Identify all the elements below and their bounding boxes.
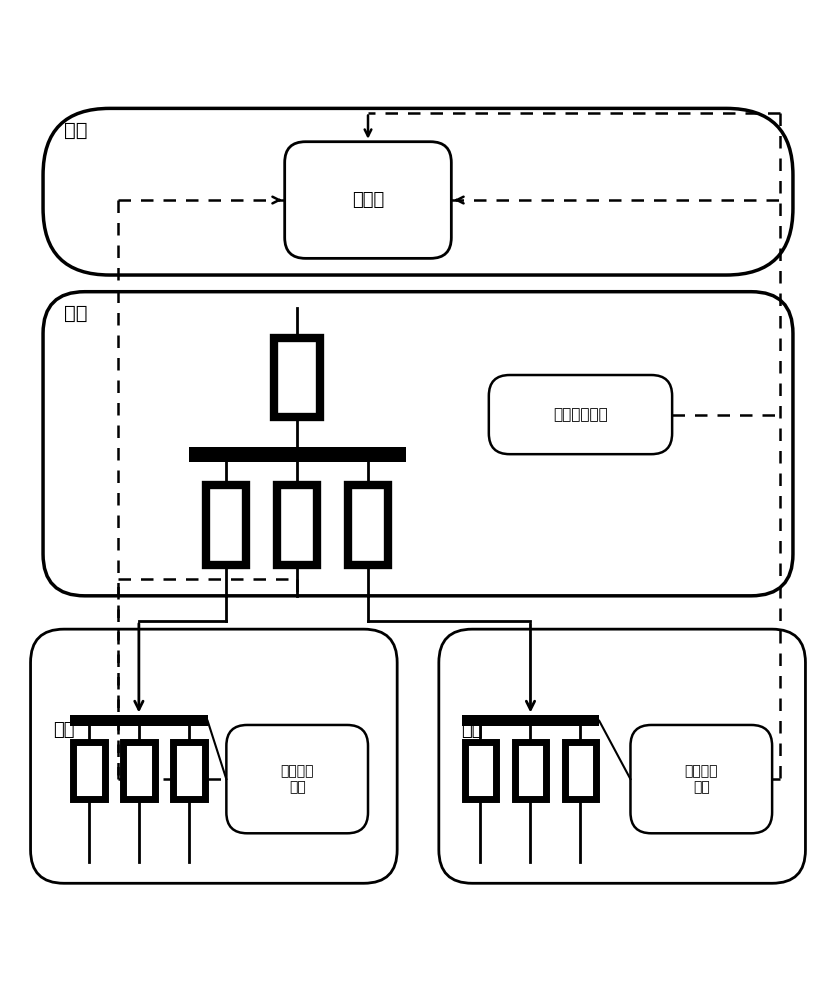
- Bar: [173, 742, 205, 799]
- Text: 边缘计算
节点: 边缘计算 节点: [685, 764, 718, 794]
- FancyBboxPatch shape: [43, 292, 793, 596]
- Bar: [70, 715, 207, 726]
- FancyBboxPatch shape: [43, 108, 793, 275]
- Bar: [278, 485, 317, 565]
- Bar: [465, 742, 497, 799]
- Text: 分区: 分区: [461, 721, 483, 739]
- Bar: [274, 338, 320, 417]
- Text: 分区: 分区: [64, 304, 88, 323]
- Text: 云节点: 云节点: [352, 191, 384, 209]
- Bar: [461, 715, 599, 726]
- Text: 边缘计算
节点: 边缘计算 节点: [280, 764, 314, 794]
- Text: 边缘计算节点: 边缘计算节点: [553, 407, 608, 422]
- Bar: [564, 742, 596, 799]
- Text: 分区: 分区: [53, 721, 74, 739]
- FancyBboxPatch shape: [227, 725, 368, 833]
- FancyBboxPatch shape: [285, 142, 451, 258]
- FancyBboxPatch shape: [31, 629, 397, 883]
- Bar: [73, 742, 104, 799]
- Bar: [515, 742, 546, 799]
- Text: 云端: 云端: [64, 121, 88, 140]
- Bar: [348, 485, 388, 565]
- Bar: [123, 742, 155, 799]
- FancyBboxPatch shape: [630, 725, 772, 833]
- FancyBboxPatch shape: [489, 375, 672, 454]
- Bar: [189, 447, 405, 462]
- FancyBboxPatch shape: [439, 629, 805, 883]
- Bar: [206, 485, 247, 565]
